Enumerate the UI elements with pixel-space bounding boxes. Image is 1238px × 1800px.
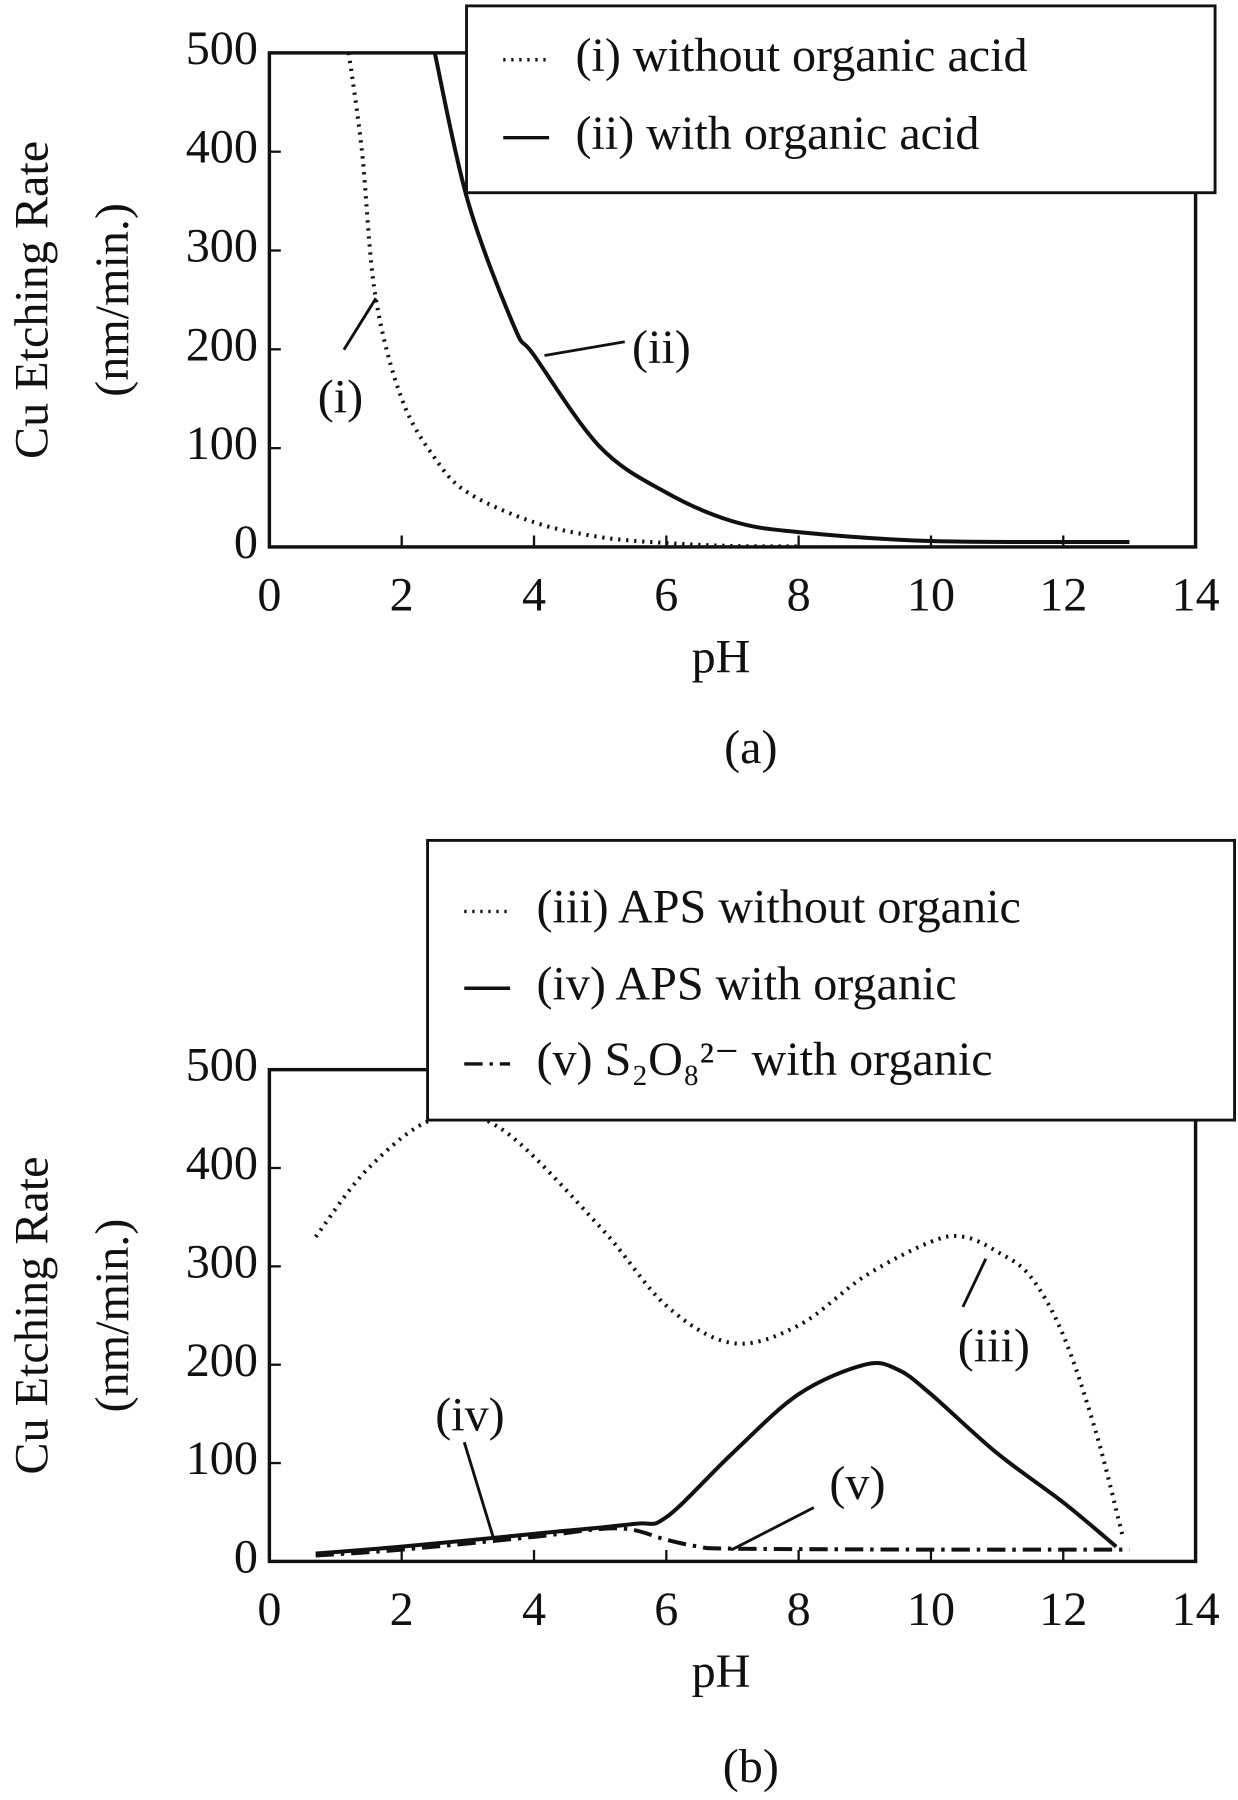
series-line (346, 52, 799, 549)
annotation: (v) (829, 1457, 885, 1510)
y-tick-label: 500 (186, 1039, 258, 1092)
y-tick-label: 0 (234, 1530, 258, 1583)
x-tick-label: 8 (787, 569, 811, 622)
legend-box (426, 838, 1236, 1122)
series-line (315, 1526, 1130, 1558)
x-tick-label: 6 (654, 1583, 678, 1636)
annotation: (iv) (435, 1388, 505, 1441)
legend-box (465, 4, 1217, 195)
annotation-leader (961, 1258, 988, 1308)
x-axis-label: pH (692, 631, 751, 684)
x-tick-label: 12 (1039, 569, 1087, 622)
x-tick-label: 0 (257, 1583, 281, 1636)
annotation: (iii) (958, 1320, 1030, 1373)
plot-frame (267, 1067, 1198, 1564)
annotation-leader (462, 1441, 495, 1537)
legend-label: (v) S₂O₈²⁻ with organic (536, 1033, 992, 1086)
x-tick-label: 8 (787, 1583, 811, 1636)
y-axis-label: Cu Etching Rate (6, 1156, 59, 1474)
y-axis-label: (nm/min.) (86, 1219, 139, 1413)
annotation-leader (730, 1506, 815, 1552)
y-axis-label: Cu Etching Rate (6, 141, 59, 459)
y-tick-label: 300 (186, 1235, 258, 1288)
x-tick-label: 4 (522, 1583, 546, 1636)
x-tick-label: 10 (907, 569, 955, 622)
legend-label: (ii) with organic acid (575, 107, 979, 160)
x-tick-label: 4 (522, 569, 546, 622)
caption: (b) (723, 1740, 779, 1793)
x-tick-label: 2 (390, 1583, 414, 1636)
annotation: (i) (318, 370, 363, 423)
y-tick-label: 300 (186, 220, 258, 273)
y-tick-label: 200 (186, 318, 258, 371)
x-tick-label: 6 (654, 569, 678, 622)
series-line (314, 1112, 1125, 1538)
series-line (315, 1361, 1118, 1556)
y-tick-label: 200 (186, 1334, 258, 1387)
annotation-leader (342, 297, 378, 351)
annotation: (ii) (632, 321, 691, 374)
y-tick-label: 0 (234, 516, 258, 569)
legend-label: (i) without organic acid (575, 29, 1027, 82)
x-tick-label: 14 (1172, 1583, 1220, 1636)
legend-label: (iii) APS without organic (536, 881, 1020, 934)
y-tick-label: 500 (186, 22, 258, 75)
series-line (432, 52, 1130, 545)
x-tick-label: 10 (907, 1583, 955, 1636)
y-tick-label: 400 (186, 1137, 258, 1190)
y-tick-label: 400 (186, 121, 258, 174)
y-tick-label: 100 (186, 417, 258, 470)
annotation-leader (544, 340, 625, 357)
y-axis-label: (nm/min.) (86, 203, 139, 397)
x-tick-label: 14 (1172, 569, 1220, 622)
legend-label: (iv) APS with organic (536, 957, 956, 1010)
x-tick-label: 12 (1039, 1583, 1087, 1636)
x-axis-label: pH (692, 1645, 751, 1698)
x-tick-label: 0 (257, 569, 281, 622)
x-tick-label: 2 (390, 569, 414, 622)
y-tick-label: 100 (186, 1432, 258, 1485)
caption: (a) (724, 721, 777, 774)
